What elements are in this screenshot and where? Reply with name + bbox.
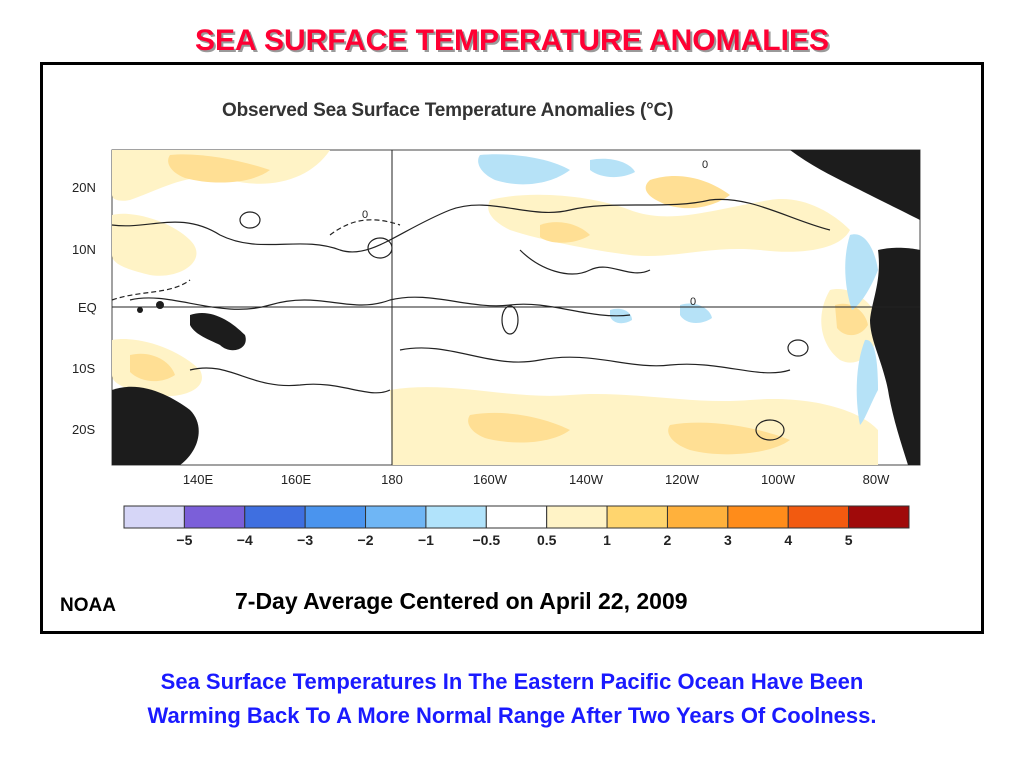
colorbar-tick-label: 3 bbox=[723, 532, 732, 548]
colorbar-swatch bbox=[848, 505, 910, 529]
colorbar-tick-label: 5 bbox=[844, 532, 853, 548]
colorbar-swatch bbox=[244, 505, 306, 529]
anomaly-patch bbox=[468, 412, 570, 443]
colorbar-swatch bbox=[666, 505, 729, 529]
anomaly-contours bbox=[111, 198, 831, 441]
land-south-america bbox=[870, 247, 920, 465]
colorbar-swatch bbox=[546, 505, 608, 529]
colorbar bbox=[123, 505, 910, 529]
anomaly-patch bbox=[680, 303, 712, 324]
land-australia bbox=[112, 386, 199, 465]
anomaly-patch bbox=[168, 154, 270, 183]
colorbar-tick-label: −1 bbox=[417, 532, 434, 548]
colorbar-swatch bbox=[183, 505, 246, 529]
anomaly-patch bbox=[590, 158, 635, 178]
anomaly-patch bbox=[668, 422, 790, 455]
colorbar-swatch bbox=[365, 505, 427, 529]
colorbar-tick-label: −4 bbox=[236, 532, 253, 548]
anomaly-patch bbox=[845, 234, 878, 310]
contour-label: 0 bbox=[690, 296, 696, 308]
colorbar-tick-label: −3 bbox=[297, 532, 314, 548]
contour-label: 0 bbox=[362, 209, 368, 221]
lon-label-140e: 140E bbox=[182, 472, 214, 487]
land-new-guinea bbox=[190, 312, 246, 351]
colorbar-swatch bbox=[485, 505, 548, 529]
lon-label-160w: 160W bbox=[473, 472, 507, 487]
map-caption: 7-Day Average Centered on April 22, 2009 bbox=[235, 588, 688, 614]
colorbar-tick-label: −0.5 bbox=[472, 532, 501, 548]
land-masses bbox=[112, 150, 920, 465]
colorbar-swatch bbox=[727, 505, 789, 529]
colorbar-tick-label: 4 bbox=[784, 532, 793, 548]
colorbar-tick-label: 2 bbox=[663, 532, 672, 548]
colorbar-swatch bbox=[425, 505, 487, 529]
anomaly-patch bbox=[488, 194, 850, 257]
colorbar-tick-label: −5 bbox=[176, 532, 193, 548]
footer-text: Sea Surface Temperatures In The Eastern … bbox=[0, 665, 1024, 733]
colorbar-swatch bbox=[304, 505, 367, 529]
lon-label-100w: 100W bbox=[761, 472, 795, 487]
lon-label-120w: 120W bbox=[665, 472, 699, 487]
lon-label-160e: 160E bbox=[280, 472, 312, 487]
land-central-america bbox=[790, 150, 920, 220]
colorbar-tick-label: 1 bbox=[603, 532, 611, 548]
slide-title: SEA SURFACE TEMPERATURE ANOMALIES bbox=[195, 24, 829, 57]
anomaly-patch bbox=[856, 339, 878, 425]
colorbar-tick-label: −2 bbox=[357, 532, 374, 548]
anomaly-patch bbox=[112, 213, 197, 276]
colorbar-swatch bbox=[787, 505, 850, 529]
map-title: Observed Sea Surface Temperature Anomali… bbox=[222, 100, 674, 121]
lon-label-180: 180 bbox=[381, 472, 403, 487]
colorbar-tick-label: 0.5 bbox=[536, 532, 557, 548]
lat-label-10s: 10S bbox=[72, 361, 96, 376]
lat-label-20s: 20S bbox=[72, 422, 96, 437]
contour-label: 0 bbox=[702, 159, 708, 171]
footer-line-2: Warming Back To A More Normal Range Afte… bbox=[147, 703, 877, 728]
anomaly-patch bbox=[130, 353, 175, 382]
footer-line-1: Sea Surface Temperatures In The Eastern … bbox=[160, 669, 864, 694]
anomaly-patch bbox=[478, 154, 570, 185]
colorbar-swatch bbox=[606, 505, 668, 529]
anomaly-patch bbox=[540, 222, 590, 243]
source-label: NOAA bbox=[60, 595, 116, 616]
sst-anomaly-map: 0 0 0 bbox=[111, 149, 921, 466]
warm-strong-anomaly-regions bbox=[130, 154, 868, 455]
lat-label-10n: 10N bbox=[72, 242, 96, 257]
cool-anomaly-regions bbox=[478, 154, 878, 425]
lat-label-eq: EQ bbox=[78, 300, 97, 315]
lon-label-140w: 140W bbox=[569, 472, 603, 487]
anomaly-patch bbox=[835, 303, 868, 336]
colorbar-swatch bbox=[123, 505, 185, 529]
lat-label-20n: 20N bbox=[72, 180, 96, 195]
lon-label-80w: 80W bbox=[862, 472, 890, 487]
